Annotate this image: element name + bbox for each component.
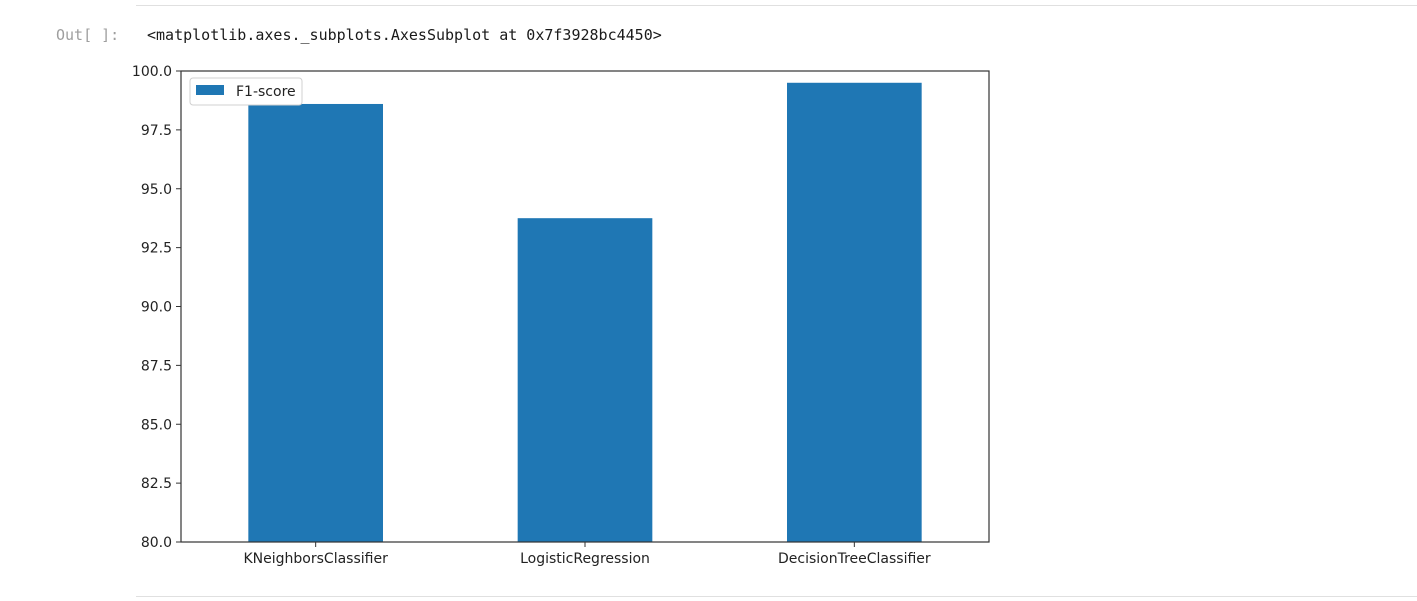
legend-label: F1-score: [236, 84, 296, 100]
y-tick-label: 90.0: [141, 300, 172, 316]
legend-box: [189, 77, 303, 106]
output-repr-text: <matplotlib.axes._subplots.AxesSubplot a…: [147, 26, 662, 44]
legend: F1-score: [189, 77, 303, 106]
y-tick-label: 100.0: [132, 64, 172, 80]
y-tick-label: 97.5: [141, 123, 172, 139]
y-tick-label: 82.5: [141, 476, 172, 492]
bar-LogisticRegression: [517, 218, 653, 542]
x-tick-label: KNeighborsClassifier: [244, 551, 389, 567]
x-tick-label: DecisionTreeClassifier: [778, 551, 931, 567]
legend-swatch: [196, 85, 224, 95]
cell-bottom-border: [136, 596, 1417, 601]
output-prompt: Out[ ]:: [56, 26, 120, 44]
bar-DecisionTreeClassifier: [787, 82, 922, 543]
bar-KNeighborsClassifier: [248, 103, 383, 542]
y-tick-label: 92.5: [141, 241, 172, 257]
y-tick-label: 80.0: [141, 535, 172, 551]
cell-top-border: [136, 0, 1417, 6]
y-tick-label: 95.0: [141, 182, 172, 198]
x-tick-label: LogisticRegression: [520, 551, 650, 567]
y-tick-label: 85.0: [141, 417, 172, 433]
y-tick-label: 87.5: [141, 358, 172, 374]
